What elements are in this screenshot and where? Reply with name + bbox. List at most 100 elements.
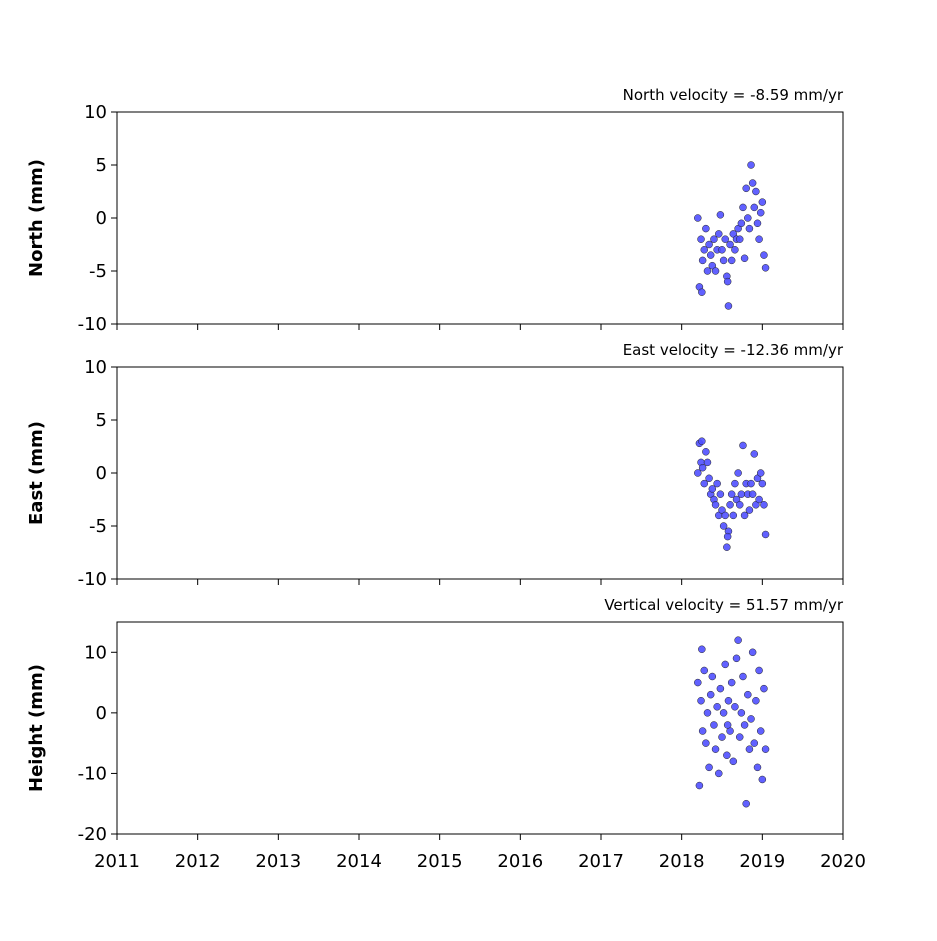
point: [716, 684, 725, 693]
y-axis-label: North (mm): [26, 159, 47, 277]
x-tick-label: 2016: [497, 851, 543, 872]
point: [755, 666, 763, 675]
y-tick-label: 0: [96, 463, 107, 484]
point: [702, 224, 710, 233]
y-tick-label: 5: [96, 410, 107, 431]
point: [713, 479, 721, 488]
point: [705, 474, 713, 483]
point: [700, 666, 709, 675]
y-tick-label: 10: [84, 642, 107, 663]
point: [719, 256, 728, 265]
point: [756, 469, 765, 477]
y-axis-label: East (mm): [26, 421, 47, 525]
point: [735, 501, 744, 509]
point: [761, 530, 770, 539]
x-tick-label: 2017: [578, 851, 624, 872]
point: [740, 511, 749, 520]
point: [698, 256, 707, 265]
point: [737, 490, 746, 498]
point: [716, 211, 725, 219]
point: [703, 458, 712, 467]
point: [710, 721, 718, 729]
point: [739, 672, 747, 681]
panel-title: Vertical velocity = 51.57 mm/yr: [604, 596, 844, 614]
point: [721, 660, 729, 669]
point: [756, 727, 765, 735]
point: [755, 235, 763, 243]
x-tick-label: 2015: [417, 851, 463, 872]
y-tick-label: -5: [89, 516, 107, 537]
point: [702, 739, 710, 747]
point: [703, 267, 712, 275]
point: [724, 302, 733, 310]
point: [724, 696, 733, 705]
point: [735, 733, 744, 741]
x-tick-label: 2020: [820, 851, 866, 872]
point: [694, 469, 702, 477]
point: [716, 490, 725, 498]
point: [715, 230, 723, 238]
point: [695, 781, 704, 790]
point: [723, 543, 731, 551]
point: [697, 235, 705, 243]
point: [719, 522, 728, 530]
point: [723, 721, 732, 729]
y-axis-label: Height (mm): [26, 664, 47, 792]
plot-frame: [116, 111, 844, 325]
point: [735, 235, 744, 243]
point: [747, 479, 755, 488]
point: [721, 235, 729, 243]
point: [734, 469, 742, 477]
point: [708, 672, 717, 681]
point: [694, 678, 702, 687]
point: [760, 501, 768, 509]
point: [752, 187, 760, 196]
point: [750, 450, 759, 458]
point: [715, 769, 723, 778]
x-tick-label: 2018: [659, 851, 705, 872]
x-tick-label: 2013: [255, 851, 301, 872]
point: [721, 511, 729, 520]
point: [750, 203, 759, 212]
panel-title: North velocity = -8.59 mm/yr: [623, 86, 844, 104]
y-tick-label: 10: [84, 102, 107, 123]
point: [698, 437, 706, 445]
point: [739, 441, 747, 450]
point: [739, 203, 747, 212]
panel-title: East velocity = -12.36 mm/yr: [623, 341, 844, 359]
point: [758, 198, 767, 206]
point: [747, 161, 755, 169]
point: [747, 715, 755, 723]
point: [705, 763, 713, 772]
point: [727, 490, 736, 498]
point: [711, 267, 720, 275]
y-tick-label: -10: [78, 569, 107, 590]
point: [734, 636, 742, 644]
point: [710, 235, 718, 243]
x-tick-label: 2011: [94, 851, 140, 872]
point: [702, 448, 710, 456]
y-tick-label: 0: [96, 703, 107, 724]
y-tick-label: -10: [78, 763, 107, 784]
point: [706, 251, 715, 259]
plot-frame: [116, 366, 844, 580]
point: [758, 775, 767, 784]
point: [729, 511, 738, 520]
point: [700, 246, 709, 254]
point: [698, 463, 707, 472]
point: [729, 757, 738, 766]
point: [705, 240, 713, 249]
point: [744, 214, 752, 222]
point: [742, 184, 750, 193]
y-tick-label: 10: [84, 357, 107, 378]
point: [731, 246, 739, 254]
point: [758, 479, 767, 488]
point: [748, 179, 757, 187]
point: [700, 479, 709, 488]
point: [752, 696, 760, 705]
y-tick-label: -20: [78, 824, 107, 845]
point: [740, 721, 749, 729]
point: [737, 219, 746, 228]
point: [697, 696, 705, 705]
